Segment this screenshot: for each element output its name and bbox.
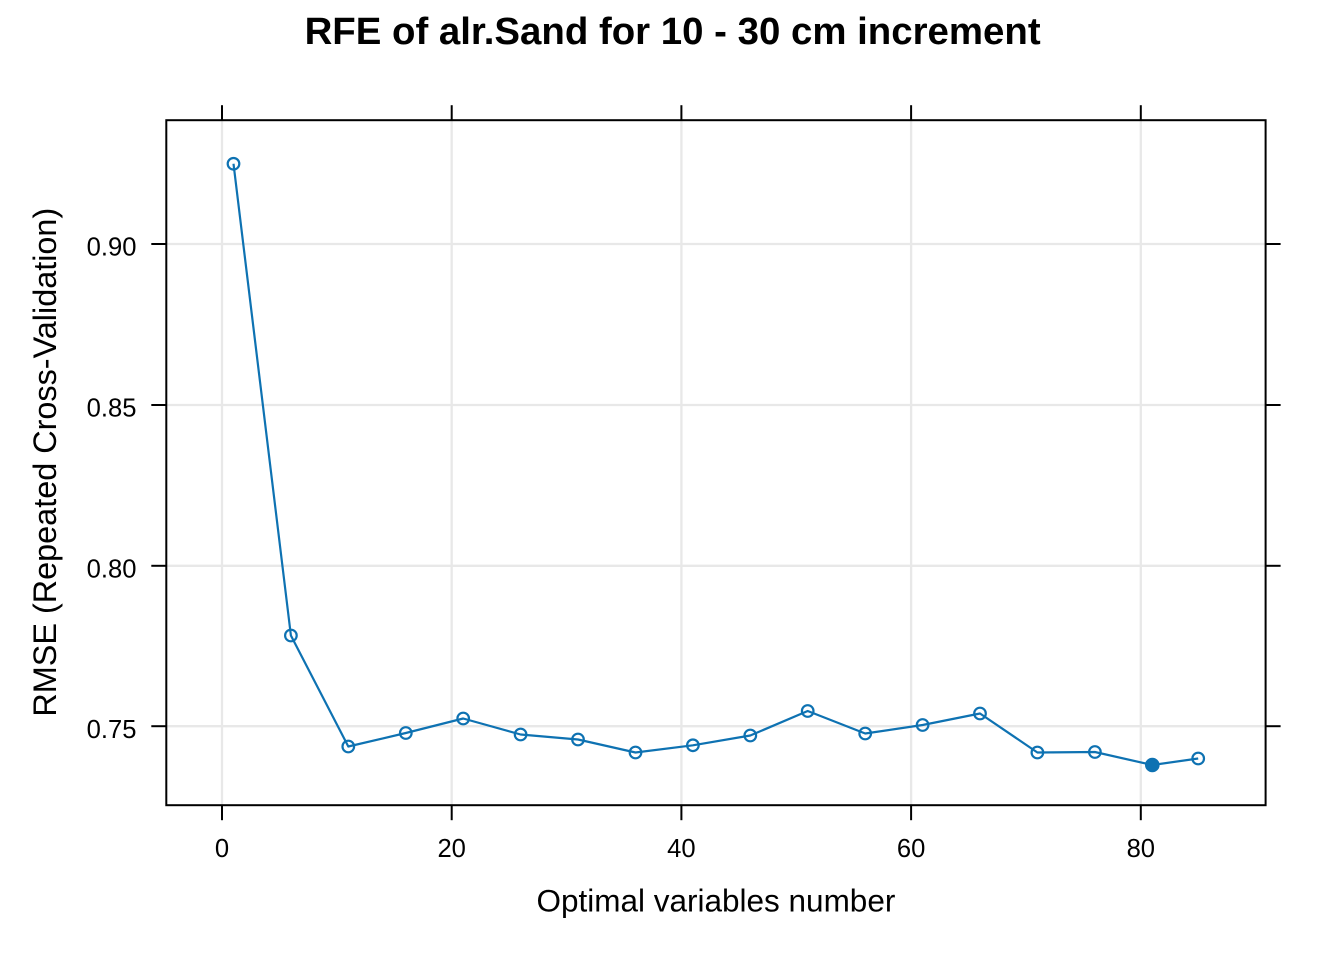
svg-text:20: 20 <box>437 835 465 863</box>
svg-text:0: 0 <box>215 835 229 863</box>
svg-text:0.90: 0.90 <box>87 234 137 262</box>
svg-text:RFE of alr.Sand for 10 - 30 cm: RFE of alr.Sand for 10 - 30 cm increment <box>305 10 1041 53</box>
svg-text:60: 60 <box>897 835 925 863</box>
svg-text:0.80: 0.80 <box>87 556 137 584</box>
svg-text:80: 80 <box>1127 835 1155 863</box>
svg-text:0.85: 0.85 <box>87 395 137 423</box>
svg-text:Optimal variables number: Optimal variables number <box>536 883 895 919</box>
svg-text:RMSE (Repeated Cross-Validatio: RMSE (Repeated Cross-Validation) <box>27 208 63 717</box>
svg-text:40: 40 <box>667 835 695 863</box>
svg-text:0.75: 0.75 <box>87 716 137 744</box>
